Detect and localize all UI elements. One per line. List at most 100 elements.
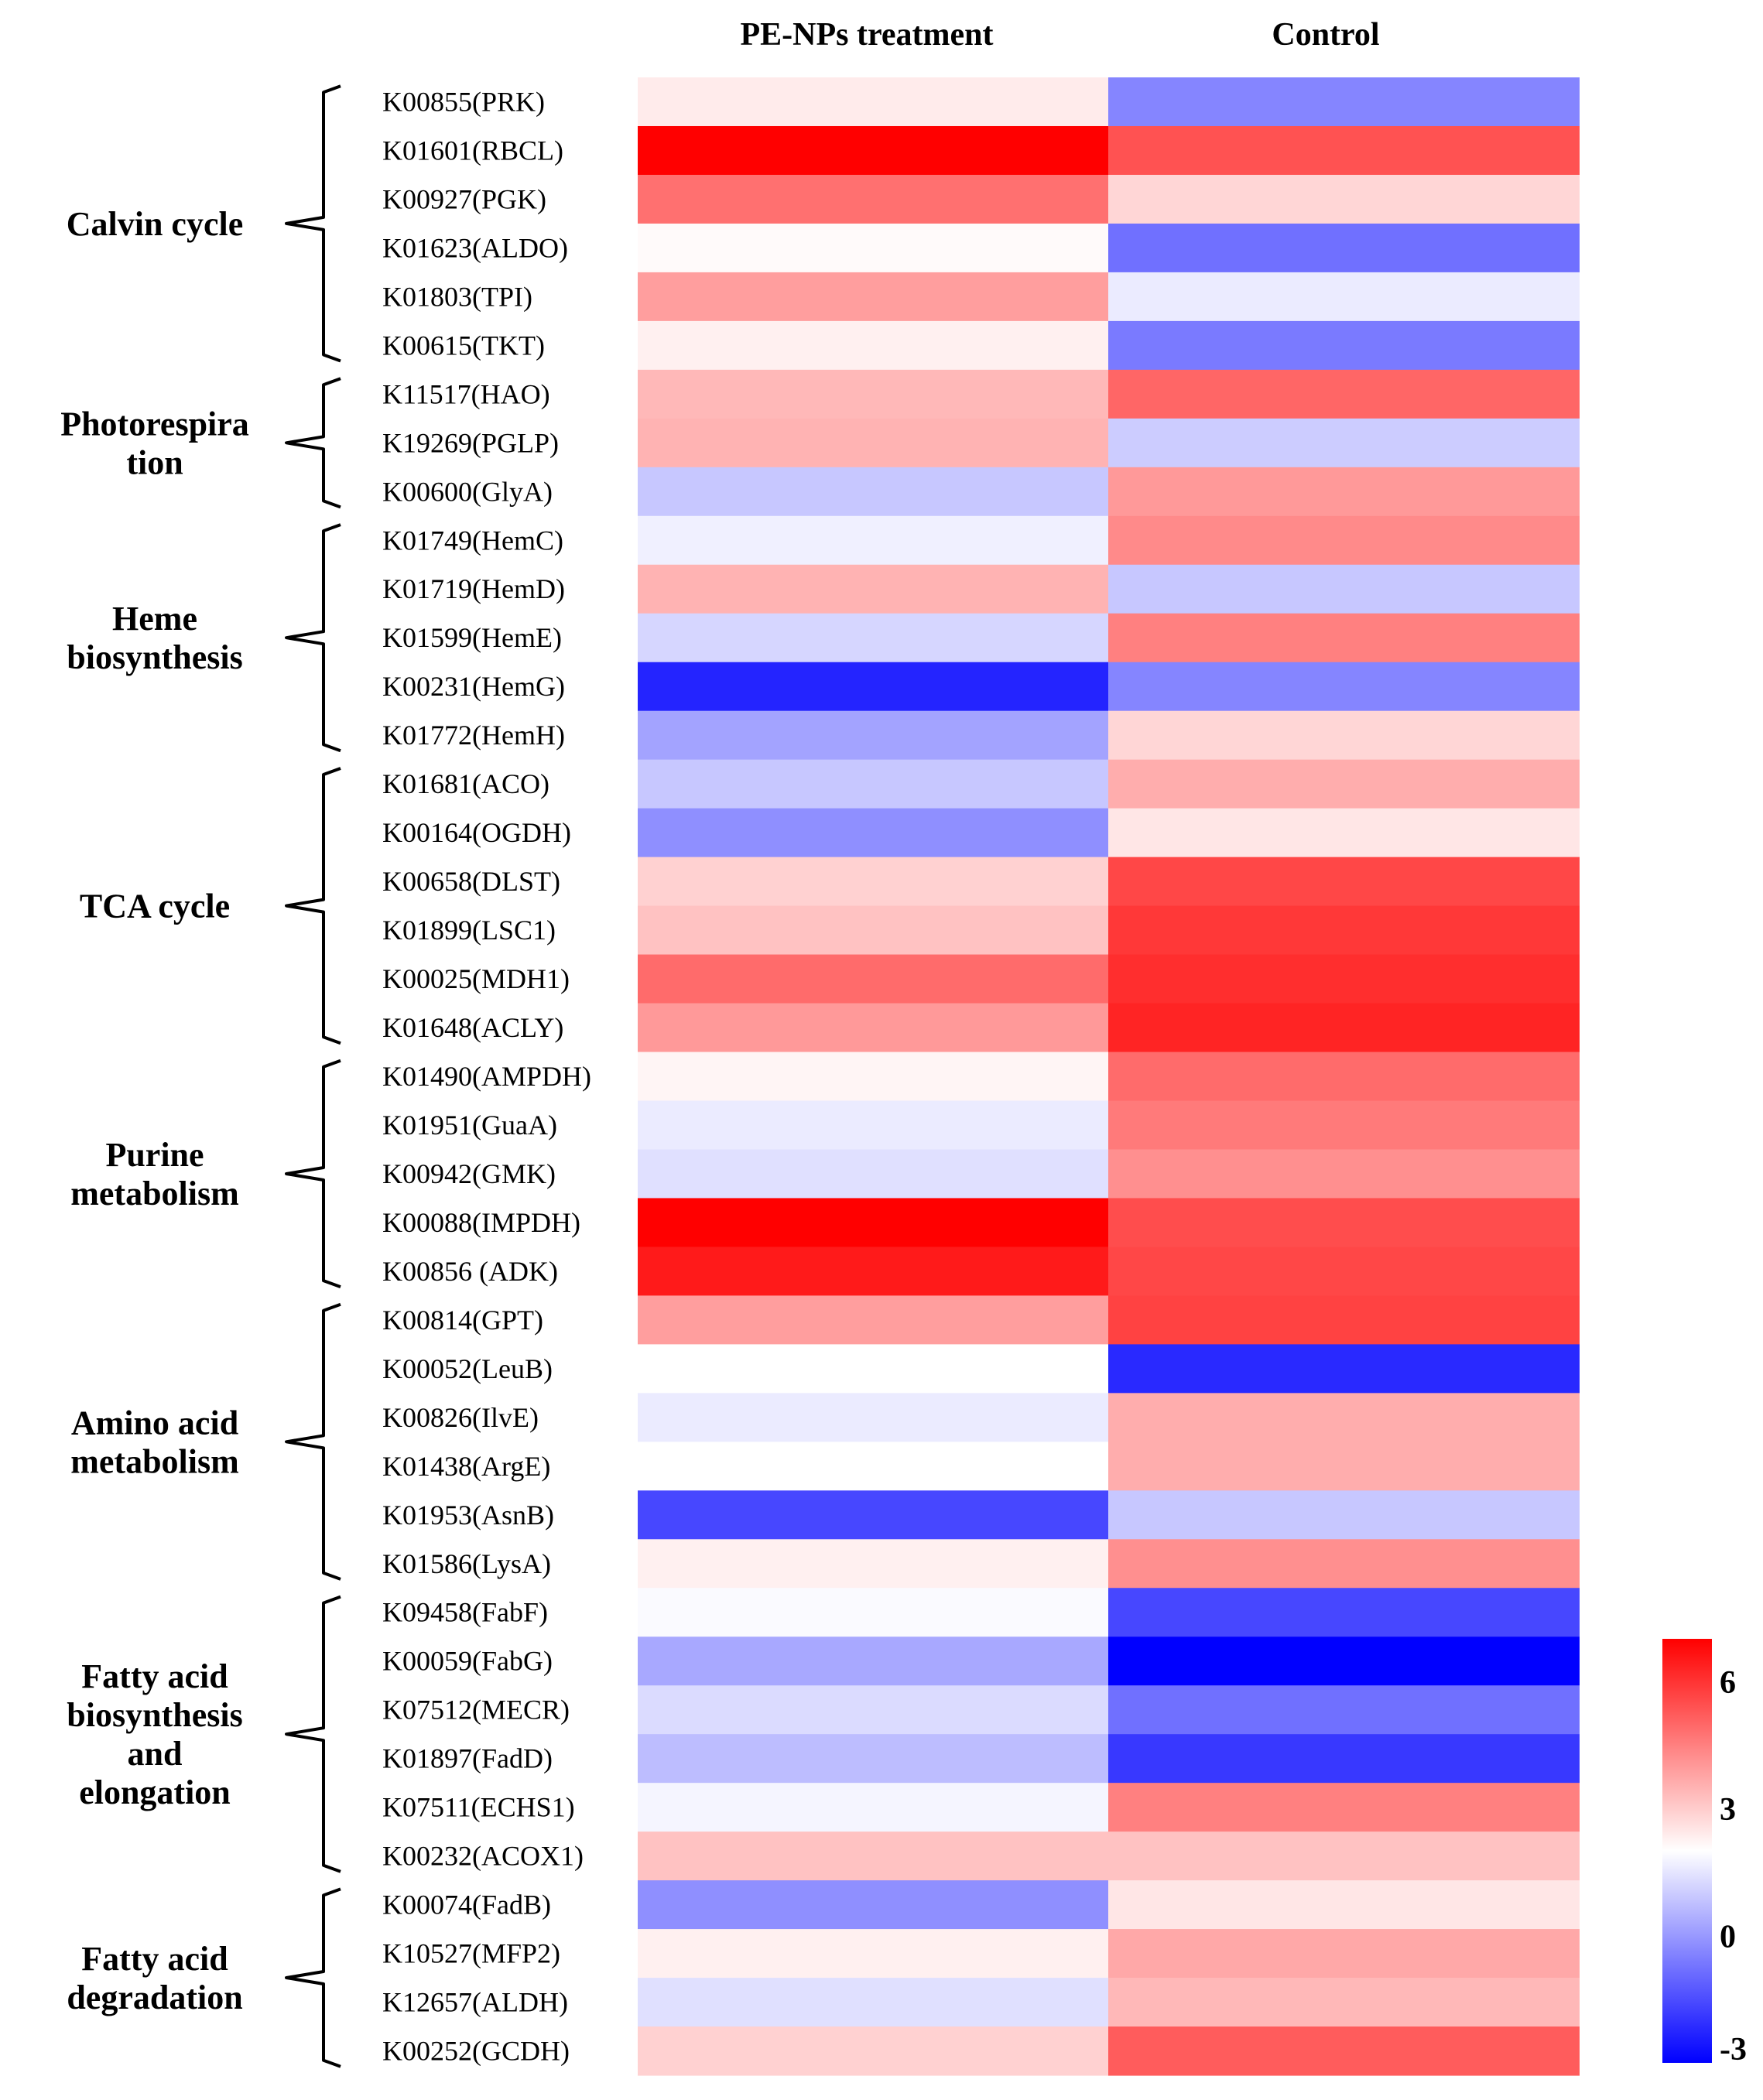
group-label: and — [128, 1735, 183, 1773]
color-scale-ticks: 6 3 0 -3 — [1720, 1665, 1747, 2068]
row-label: K01681(ACO) — [382, 768, 549, 799]
group-label: elongation — [79, 1773, 231, 1811]
heatmap-cell — [638, 369, 1108, 419]
row-label: K01749(HemC) — [382, 525, 563, 556]
heatmap-cell — [638, 1978, 1108, 2027]
color-scale-tick-label: 3 — [1720, 1792, 1736, 1828]
row-label: K01772(HemH) — [382, 720, 565, 751]
heatmap-cell — [638, 1588, 1108, 1637]
heatmap-cell — [1108, 1734, 1580, 1784]
group-label: Calvin cycle — [67, 205, 244, 243]
group-label: Fatty acid — [81, 1940, 228, 1978]
row-label: K01599(HemE) — [382, 622, 562, 653]
row-label: K01648(ACLY) — [382, 1012, 563, 1043]
heatmap-cell — [638, 1442, 1108, 1491]
row-label: K01899(LSC1) — [382, 915, 556, 946]
row-label: K01951(GuaA) — [382, 1110, 557, 1141]
heatmap-cell — [1108, 1539, 1580, 1589]
heatmap-cell — [638, 613, 1108, 663]
heatmap-cell — [638, 1295, 1108, 1345]
heatmap-cell — [638, 2026, 1108, 2076]
group-brackets: Calvin cyclePhotorespirationHemebiosynth… — [60, 84, 341, 2068]
row-label: K00052(LeuB) — [382, 1353, 553, 1384]
heatmap-cell — [1108, 1247, 1580, 1296]
group-label: metabolism — [70, 1175, 239, 1212]
group-bracket — [285, 1595, 341, 1873]
group-bracket — [285, 84, 341, 363]
heatmap-cell — [1108, 1588, 1580, 1637]
row-label: K00927(PGK) — [382, 183, 546, 214]
row-label: K00942(GMK) — [382, 1158, 556, 1189]
heatmap-cell — [638, 467, 1108, 517]
row-label: K01953(AsnB) — [382, 1500, 554, 1531]
heatmap-cell — [638, 1198, 1108, 1248]
heatmap-cell — [638, 1637, 1108, 1686]
row-label: K09458(FabF) — [382, 1597, 548, 1628]
heatmap-cell — [1108, 710, 1580, 761]
row-label: K01490(AMPDH) — [382, 1061, 591, 1092]
heatmap-cell — [638, 1539, 1108, 1589]
heatmap-cell — [1108, 1978, 1580, 2027]
row-label: K00658(DLST) — [382, 866, 560, 897]
group-bracket — [285, 1887, 341, 2068]
row-label: K19269(PGLP) — [382, 427, 559, 458]
heatmap-cell — [1108, 954, 1580, 1004]
heatmap-cell — [1108, 125, 1580, 176]
heatmap-cell — [1108, 174, 1580, 224]
heatmap-cell — [638, 1685, 1108, 1735]
group-label: Amino acid — [71, 1404, 238, 1442]
heatmap-cell — [638, 1734, 1108, 1784]
group-label: Photorespira — [60, 405, 249, 443]
row-label: K00855(PRK) — [382, 86, 545, 117]
heatmap-cell — [1108, 1003, 1580, 1053]
row-label: K12657(ALDH) — [382, 1987, 568, 2018]
row-label: K11517(HAO) — [382, 378, 550, 409]
heatmap-cell — [638, 808, 1108, 858]
row-label: K00615(TKT) — [382, 330, 545, 361]
heatmap-cell — [1108, 1344, 1580, 1394]
row-label: K01438(ArgE) — [382, 1451, 550, 1482]
row-label: K00600(GlyA) — [382, 476, 553, 507]
heatmap-cell — [1108, 467, 1580, 517]
heatmap-cell — [1108, 759, 1580, 809]
column-header-treatment: PE-NPs treatment — [741, 17, 994, 53]
row-label: K00231(HemG) — [382, 671, 565, 702]
color-scale-bar — [1662, 1639, 1712, 2063]
row-label: K01601(RBCL) — [382, 135, 563, 166]
heatmap-cell — [1108, 223, 1580, 273]
heatmap-cell — [638, 1052, 1108, 1102]
group-label: biosynthesis — [67, 1696, 242, 1734]
heatmap-cell — [1108, 320, 1580, 371]
heatmap-cell — [1108, 272, 1580, 322]
heatmap-cell — [1108, 1295, 1580, 1345]
group-bracket — [285, 1059, 341, 1288]
color-scale-tick-label: 0 — [1720, 1920, 1736, 1955]
row-label: K07512(MECR) — [382, 1695, 570, 1725]
heatmap-cell — [638, 857, 1108, 907]
heatmap-cell — [638, 905, 1108, 956]
heatmap-cell — [1108, 1783, 1580, 1832]
heatmap-cell — [1108, 1637, 1580, 1686]
row-label: K01897(FadD) — [382, 1743, 553, 1774]
group-label: biosynthesis — [67, 638, 242, 676]
group-bracket — [285, 377, 341, 509]
heatmap-cell — [1108, 1149, 1580, 1199]
heatmap-cell — [1108, 1100, 1580, 1151]
heatmap-cell — [638, 1100, 1108, 1151]
heatmap-cell — [638, 320, 1108, 371]
heatmap-cell — [638, 564, 1108, 614]
heatmap-cell — [638, 174, 1108, 224]
row-label: K00232(ACOX1) — [382, 1841, 584, 1872]
row-label: K00814(GPT) — [382, 1305, 543, 1336]
heatmap-cell — [1108, 1442, 1580, 1491]
row-label: K07511(ECHS1) — [382, 1792, 575, 1823]
row-label: K00164(OGDH) — [382, 817, 571, 848]
column-header-control: Control — [1272, 17, 1379, 53]
row-label: K00074(FadB) — [382, 1890, 551, 1920]
heatmap-cell — [638, 1832, 1108, 1881]
group-bracket — [285, 523, 341, 753]
heatmap-cell — [1108, 1393, 1580, 1442]
group-bracket — [285, 1302, 341, 1581]
heatmap-cell — [638, 418, 1108, 468]
